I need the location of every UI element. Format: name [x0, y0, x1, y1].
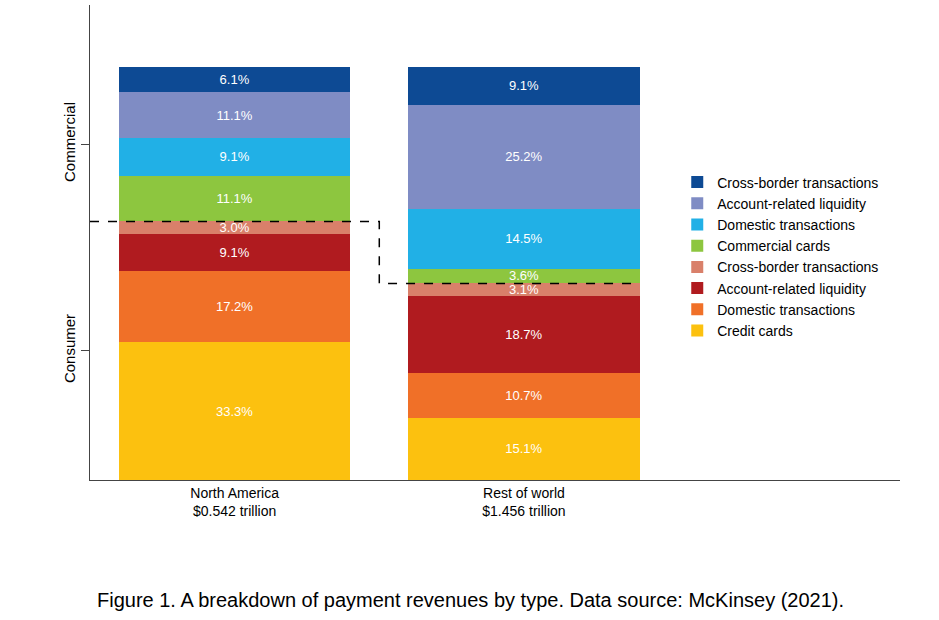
svg-text:Commercial cards: Commercial cards: [717, 238, 830, 254]
svg-text:Account-related liquidity: Account-related liquidity: [717, 196, 866, 212]
svg-text:Rest of world$1.456 trillion: Rest of world$1.456 trillion: [482, 485, 565, 519]
svg-text:Commercial: Commercial: [61, 102, 78, 182]
svg-text:14.5%: 14.5%: [505, 231, 542, 246]
svg-text:Credit cards: Credit cards: [717, 323, 792, 339]
svg-text:North America$0.542 trillion: North America$0.542 trillion: [190, 485, 279, 519]
svg-text:Cross-border transactions: Cross-border transactions: [717, 175, 878, 191]
svg-text:15.1%: 15.1%: [505, 441, 542, 456]
svg-text:Domestic transactions: Domestic transactions: [717, 302, 855, 318]
svg-text:18.7%: 18.7%: [505, 327, 542, 342]
svg-text:Consumer: Consumer: [61, 314, 78, 383]
svg-text:10.7%: 10.7%: [505, 388, 542, 403]
svg-text:Account-related liquidity: Account-related liquidity: [717, 281, 866, 297]
svg-text:9.1%: 9.1%: [220, 245, 250, 260]
svg-text:17.2%: 17.2%: [216, 299, 253, 314]
svg-text:3.0%: 3.0%: [220, 220, 250, 235]
svg-text:9.1%: 9.1%: [220, 149, 250, 164]
svg-text:25.2%: 25.2%: [505, 149, 542, 164]
svg-text:3.6%: 3.6%: [509, 268, 539, 283]
svg-text:Figure 1. A breakdown of payme: Figure 1. A breakdown of payment revenue…: [97, 589, 844, 611]
svg-text:Cross-border transactions: Cross-border transactions: [717, 259, 878, 275]
svg-text:Domestic transactions: Domestic transactions: [717, 217, 855, 233]
svg-text:3.1%: 3.1%: [509, 282, 539, 297]
svg-text:11.1%: 11.1%: [216, 191, 252, 206]
svg-text:11.1%: 11.1%: [216, 108, 252, 123]
svg-text:6.1%: 6.1%: [220, 72, 250, 87]
svg-text:33.3%: 33.3%: [216, 404, 253, 419]
svg-text:9.1%: 9.1%: [509, 78, 539, 93]
